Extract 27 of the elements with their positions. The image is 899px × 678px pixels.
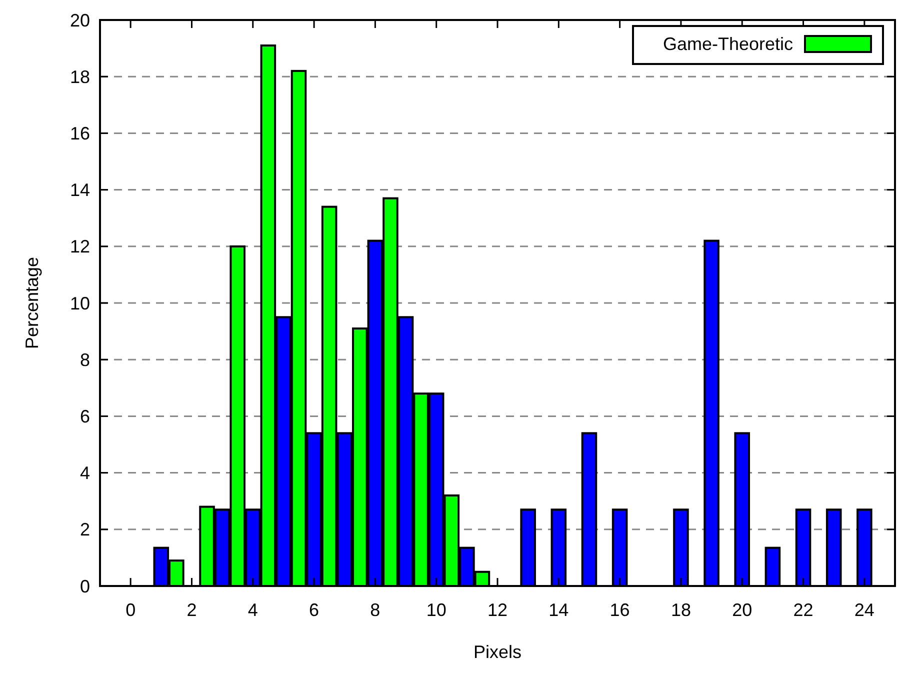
x-tick-label: 12 xyxy=(487,600,508,620)
x-tick-label: 22 xyxy=(793,600,814,620)
x-tick-label: 4 xyxy=(248,600,258,620)
y-tick-label: 0 xyxy=(80,576,90,596)
y-tick-label: 12 xyxy=(70,236,90,257)
x-axis-title: Pixels xyxy=(473,642,522,662)
x-tick-label: 0 xyxy=(126,600,136,620)
y-axis-title: Percentage xyxy=(22,256,42,350)
x-tick-label: 8 xyxy=(370,600,380,620)
x-tick-label: 10 xyxy=(426,600,446,620)
x-tick-label: 20 xyxy=(732,600,752,620)
y-tick-label: 8 xyxy=(80,350,90,370)
x-tick-label: 2 xyxy=(186,600,197,620)
y-tick-label: 16 xyxy=(70,124,90,144)
x-tick-label: 18 xyxy=(670,600,691,620)
x-tick-label: 6 xyxy=(309,600,320,620)
legend-label: Game-Theoretic xyxy=(662,34,793,54)
x-tick-label: 24 xyxy=(854,600,874,620)
y-tick-label: 14 xyxy=(70,180,90,200)
y-tick-label: 2 xyxy=(80,520,90,540)
x-tick-label: 16 xyxy=(610,600,630,620)
y-tick-label: 6 xyxy=(80,406,90,426)
y-tick-label: 4 xyxy=(80,463,90,484)
y-tick-label: 20 xyxy=(70,10,90,30)
x-tick-label: 14 xyxy=(548,600,569,620)
y-tick-label: 10 xyxy=(70,293,90,314)
y-tick-label: 18 xyxy=(70,66,90,87)
